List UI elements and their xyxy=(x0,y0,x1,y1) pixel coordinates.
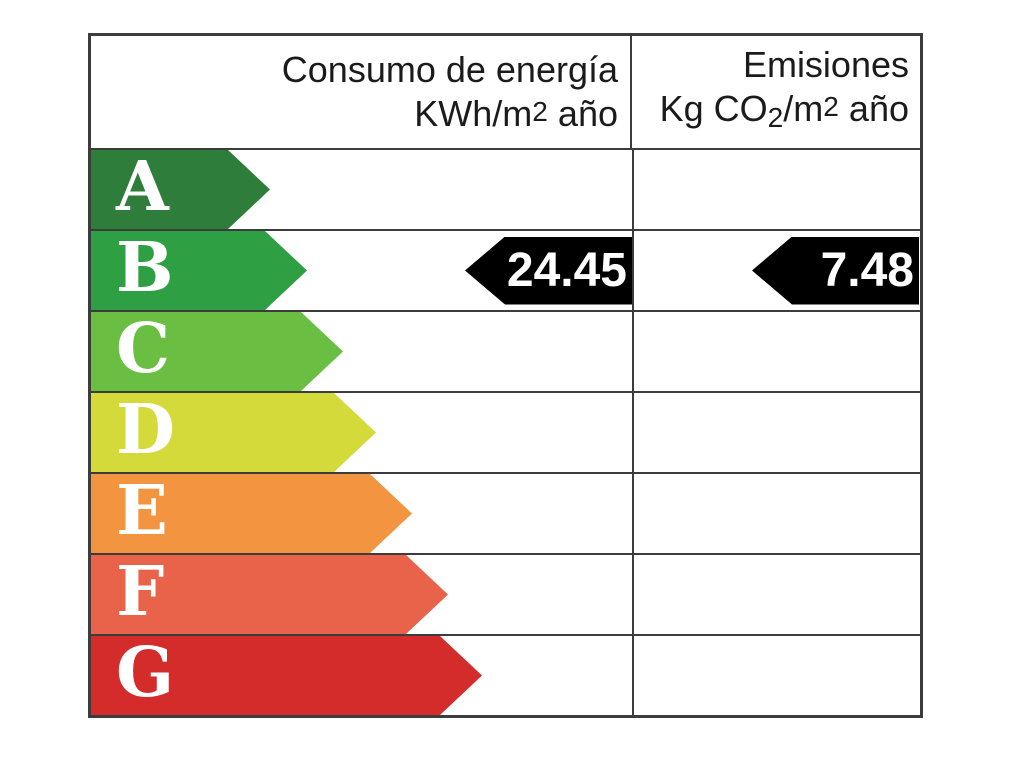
consumption-cell-b: B 24.45 xyxy=(91,231,634,310)
table-header-row: Consumo de energía KWh/m2 año Emisiones … xyxy=(91,36,920,150)
rating-arrow-d: D xyxy=(91,393,376,472)
consumption-cell-a: A xyxy=(91,150,634,229)
consumption-header-line2: KWh/m2 año xyxy=(91,91,618,135)
emissions-header-line1: Emisiones xyxy=(742,44,909,86)
rating-row-e: E xyxy=(91,472,920,553)
emissions-unit-suffix: año xyxy=(838,88,909,130)
rating-arrow-e: E xyxy=(91,474,412,553)
emissions-cell-c xyxy=(634,312,920,391)
rating-row-c: C xyxy=(91,310,920,391)
consumption-value-arrow: 24.45 xyxy=(465,236,632,305)
emissions-cell-f xyxy=(634,555,920,634)
rating-row-g: G xyxy=(91,634,920,715)
rating-row-a: A xyxy=(91,150,920,229)
emissions-value-arrow: 7.48 xyxy=(752,236,919,305)
emissions-cell-b: 7.48 xyxy=(634,231,920,310)
consumption-cell-g: G xyxy=(91,636,634,715)
header-cell-emissions: Emisiones Kg CO2/m2 año xyxy=(632,36,920,148)
rating-arrow-c: C xyxy=(91,312,343,391)
rating-letter-g: G xyxy=(116,632,175,713)
rating-arrow-a: A xyxy=(91,150,270,229)
emissions-cell-d xyxy=(634,393,920,472)
emissions-cell-g xyxy=(634,636,920,715)
rating-row-b: B 24.45 7.48 xyxy=(91,229,920,310)
emissions-unit-subscript: 2 xyxy=(767,102,784,134)
consumption-cell-e: E xyxy=(91,474,634,553)
rating-arrow-f: F xyxy=(91,555,448,634)
rating-letter-e: E xyxy=(116,470,168,551)
emissions-unit-mid: /m xyxy=(783,88,824,130)
consumption-unit-superscript: 2 xyxy=(532,95,548,127)
consumption-cell-c: C xyxy=(91,312,634,391)
header-cell-consumption: Consumo de energía KWh/m2 año xyxy=(91,36,632,148)
emissions-cell-e xyxy=(634,474,920,553)
emissions-unit-superscript: 2 xyxy=(823,91,839,123)
rating-row-d: D xyxy=(91,391,920,472)
rating-arrow-b: B xyxy=(91,231,307,310)
emissions-header-line2: Kg CO2/m2 año xyxy=(632,86,909,139)
consumption-unit-text: KWh/m xyxy=(414,93,533,135)
rating-row-f: F xyxy=(91,553,920,634)
consumption-cell-f: F xyxy=(91,555,634,634)
rating-arrow-g: G xyxy=(91,636,482,715)
rating-letter-f: F xyxy=(116,551,165,632)
consumption-unit-suffix: año xyxy=(547,93,618,135)
consumption-cell-d: D xyxy=(91,393,634,472)
consumption-value: 24.45 xyxy=(506,243,627,297)
emissions-cell-a xyxy=(634,150,920,229)
rating-letter-b: B xyxy=(116,227,174,308)
emissions-value: 7.48 xyxy=(820,243,914,297)
rating-letter-c: C xyxy=(116,308,171,389)
consumption-header-line1: Consumo de energía xyxy=(281,48,618,90)
energy-label-table: Consumo de energía KWh/m2 año Emisiones … xyxy=(88,33,923,718)
rating-letter-a: A xyxy=(116,146,169,227)
emissions-unit-text: Kg CO xyxy=(659,88,768,130)
rating-letter-d: D xyxy=(116,389,175,470)
rating-rows: A B 24.45 7.48 xyxy=(91,150,920,715)
